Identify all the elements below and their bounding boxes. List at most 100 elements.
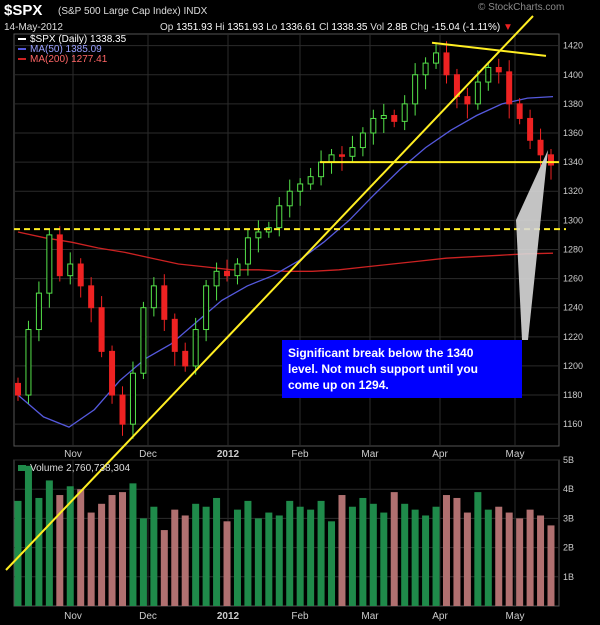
- price-tick-label: 1280: [563, 244, 583, 254]
- volume-tick-label: 2B: [563, 543, 574, 553]
- volume-bar: [139, 518, 147, 606]
- x-tick-label: Mar: [361, 449, 379, 460]
- volume-bar: [233, 509, 241, 606]
- volume-bar: [275, 515, 283, 606]
- candle-body: [56, 234, 63, 277]
- volume-bar: [66, 486, 74, 606]
- volume-bar: [484, 509, 492, 606]
- x-tick-label: Mar: [361, 611, 379, 622]
- x-tick-label: Nov: [64, 611, 82, 622]
- close-label: Cl: [319, 22, 329, 33]
- candle-body: [171, 318, 178, 352]
- volume-bar: [202, 506, 210, 606]
- candle-body: [474, 81, 481, 105]
- volume-bar: [526, 509, 534, 606]
- volume-bar: [296, 506, 304, 606]
- volume-bar: [516, 518, 524, 606]
- ma50-path: [17, 95, 554, 428]
- price-tick-label: 1360: [563, 128, 583, 138]
- chg-value: -15.04 (-1.11%): [431, 22, 501, 33]
- legend-swatch-price: [18, 38, 26, 40]
- volume-bar: [223, 521, 231, 606]
- volume-bar: [286, 500, 294, 606]
- volume-bar: [537, 515, 545, 606]
- candle-body: [537, 139, 544, 156]
- annotation-bg: [282, 340, 522, 398]
- volume-tick-label: 5B: [563, 455, 574, 465]
- volume-bar: [390, 492, 398, 606]
- price-tick-label: 1420: [563, 41, 583, 51]
- x-tick-label: Nov: [64, 449, 82, 460]
- volume-bar: [56, 495, 64, 606]
- x-tick-label: Apr: [432, 449, 448, 460]
- candle-body: [98, 307, 105, 352]
- annotation-arrow-shape: [516, 150, 548, 340]
- candle-body: [129, 372, 136, 425]
- candle-body: [46, 234, 53, 294]
- volume-tick-label: 3B: [563, 513, 574, 523]
- candle-body: [443, 52, 450, 76]
- x-tick-label: Feb: [291, 611, 309, 622]
- quote-date: 14-May-2012: [4, 22, 63, 33]
- volume-bar: [474, 492, 482, 606]
- low-value: 1336.61: [280, 22, 317, 33]
- volume-bar: [338, 495, 346, 606]
- annotation-line-1: Significant break below the 1340: [288, 346, 474, 360]
- volume-bar: [432, 506, 440, 606]
- legend-ma50: MA(50) 1385.09: [30, 44, 102, 55]
- candle-body: [140, 307, 147, 374]
- legend-swatch-volume: [18, 465, 26, 471]
- candle-body: [380, 115, 387, 119]
- candle-body: [359, 132, 366, 149]
- candle-body: [433, 52, 440, 64]
- candle-body: [412, 74, 419, 105]
- candle-body: [370, 117, 377, 134]
- price-axis: 1160 1180 1200 1220 1240 1260 1280 1300 1320 1340…: [563, 41, 583, 430]
- candle-body: [88, 285, 95, 309]
- candle-body: [318, 161, 325, 178]
- upper-resistance-line: [431, 41, 547, 57]
- ma200-line: [17, 231, 554, 272]
- volume-bar: [244, 500, 252, 606]
- down-arrow-icon: ▼: [502, 22, 513, 33]
- volume-bar: [265, 512, 273, 606]
- candle-body: [338, 154, 345, 157]
- volume-bar: [401, 503, 409, 606]
- volume-bar: [505, 512, 513, 606]
- low-label: Lo: [266, 22, 278, 33]
- candle-body: [35, 292, 42, 331]
- candle-body: [77, 263, 84, 287]
- quote-stats: Op 1351.93 Hi 1351.93 Lo 1336.61 Cl 1338…: [160, 22, 513, 33]
- volume-bar: [171, 509, 179, 606]
- candle-body: [255, 231, 262, 239]
- volume-bar: [14, 500, 22, 606]
- candle-body: [527, 117, 534, 141]
- volume-bar: [348, 506, 356, 606]
- x-tick-label: May: [506, 611, 525, 622]
- candle-body: [349, 147, 356, 157]
- annotation-line-2: level. Not much support until you: [288, 362, 478, 376]
- candle-body: [506, 71, 513, 105]
- candle-body: [286, 190, 293, 207]
- volume-bar: [380, 512, 388, 606]
- candle-body: [485, 66, 492, 83]
- volume-bar: [45, 480, 53, 606]
- vol-value: 2.8B: [386, 22, 408, 33]
- volume-bar: [108, 495, 116, 606]
- candle-body: [203, 285, 210, 331]
- legend-price: $SPX (Daily) 1338.35: [30, 34, 127, 45]
- candle-body: [495, 66, 502, 73]
- candle-body: [516, 103, 523, 119]
- annotation-arrow: [516, 150, 548, 340]
- ma50-line: [17, 95, 554, 428]
- candle-body: [213, 270, 220, 287]
- volume-bar: [87, 512, 95, 606]
- x-tick-label: Dec: [139, 611, 157, 622]
- candle-body: [464, 96, 471, 105]
- volume-bar: [24, 465, 32, 606]
- candle-body: [67, 263, 74, 277]
- volume-bar: [422, 515, 430, 606]
- candle-body: [234, 263, 241, 277]
- candle-body: [25, 329, 32, 396]
- logo: © StockCharts.com: [478, 2, 565, 13]
